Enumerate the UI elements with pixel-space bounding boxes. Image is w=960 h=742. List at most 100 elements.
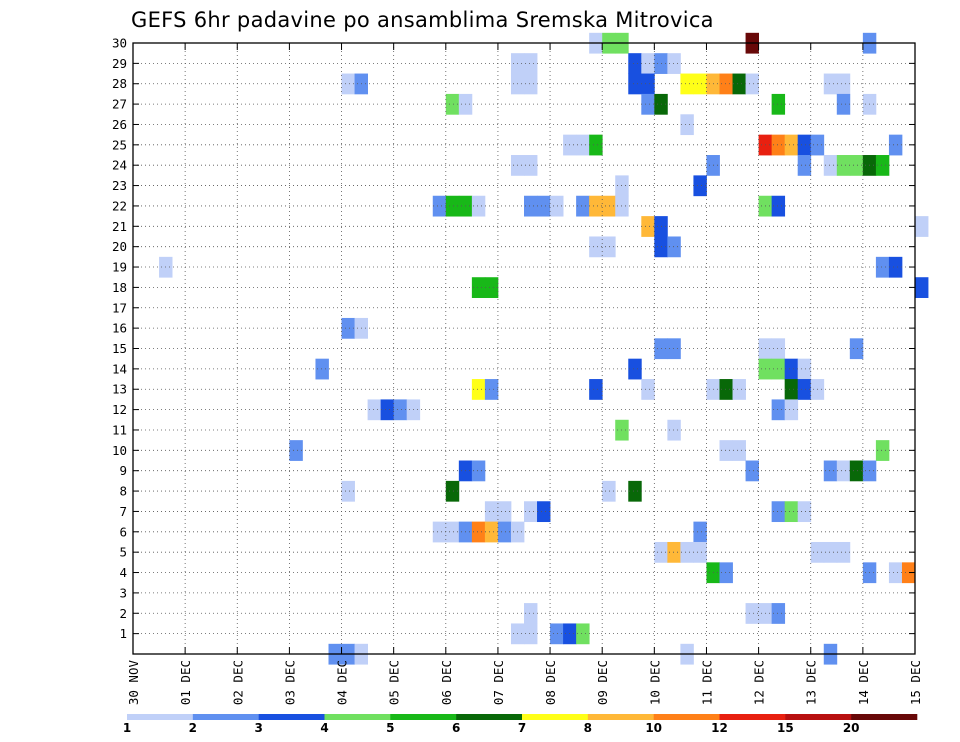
heatmap-cell xyxy=(524,195,538,217)
y-tick-label: 24 xyxy=(112,158,127,173)
colorbar-label: 7 xyxy=(518,721,526,735)
heatmap-cell xyxy=(380,399,395,421)
heatmap-cell xyxy=(471,277,486,298)
heatmap-cells xyxy=(159,32,929,665)
heatmap-cell xyxy=(719,379,733,400)
heatmap-cell xyxy=(693,521,707,543)
heatmap-cell xyxy=(732,73,746,95)
heatmap-cell xyxy=(849,460,864,482)
heatmap-cell xyxy=(524,623,538,645)
y-tick-label: 16 xyxy=(112,321,127,336)
x-tick-label: 07 DEC xyxy=(491,660,506,705)
heatmap-cell xyxy=(484,521,499,543)
heatmap-cell xyxy=(602,480,616,502)
heatmap-cell xyxy=(589,236,603,258)
heatmap-cell xyxy=(484,277,499,298)
heatmap-cell xyxy=(628,53,642,74)
heatmap-cell xyxy=(667,419,681,441)
heatmap-cell xyxy=(341,73,355,95)
y-tick-label: 10 xyxy=(112,443,127,458)
heatmap-cell xyxy=(771,399,786,421)
y-tick-label: 20 xyxy=(112,239,127,254)
x-tick-label: 12 DEC xyxy=(752,660,767,705)
heatmap-cell xyxy=(393,399,408,421)
y-tick-label: 18 xyxy=(112,280,127,295)
heatmap-cell xyxy=(823,155,838,176)
x-tick-label: 11 DEC xyxy=(699,660,714,705)
colorbar-label: 5 xyxy=(386,721,394,735)
heatmap-cell xyxy=(524,73,538,95)
heatmap-cell xyxy=(875,440,890,461)
heatmap-cell xyxy=(849,155,864,176)
heatmap-cell xyxy=(550,623,564,645)
heatmap-cell xyxy=(693,175,707,197)
heatmap-cell xyxy=(471,521,486,543)
heatmap-cell xyxy=(719,562,733,584)
colorbar-swatch xyxy=(258,714,325,720)
heatmap-cell xyxy=(641,53,655,74)
heatmap-cell xyxy=(524,501,538,523)
heatmap-cell xyxy=(471,379,486,400)
y-tick-label: 14 xyxy=(112,361,127,376)
colorbar-swatch xyxy=(192,714,259,720)
heatmap-cell xyxy=(667,541,681,563)
heatmap-cell xyxy=(823,541,838,563)
heatmap-cell xyxy=(719,73,733,95)
heatmap-cell xyxy=(732,440,746,461)
colorbar-swatch xyxy=(851,714,918,720)
heatmap-cell xyxy=(875,256,890,278)
y-tick-label: 8 xyxy=(119,484,127,499)
heatmap-cell xyxy=(602,236,616,258)
y-tick-label: 22 xyxy=(112,198,127,213)
heatmap-cell xyxy=(771,195,786,217)
x-tick-label: 10 DEC xyxy=(647,660,662,705)
colorbar-label: 2 xyxy=(189,721,197,735)
heatmap-cell xyxy=(341,317,355,339)
heatmap-cell xyxy=(836,541,851,563)
heatmap-cell xyxy=(784,501,799,523)
colorbar-label: 20 xyxy=(843,721,860,735)
heatmap-cell xyxy=(484,379,499,400)
heatmap-cell xyxy=(888,256,903,278)
heatmap-cell xyxy=(823,73,838,95)
x-tick-label: 08 DEC xyxy=(543,660,558,705)
colorbar-label: 4 xyxy=(320,721,328,735)
heatmap-cell xyxy=(589,379,603,400)
heatmap-cell xyxy=(628,358,642,380)
y-tick-label: 25 xyxy=(112,137,127,152)
heatmap-cell xyxy=(745,460,759,482)
y-tick-label: 1 xyxy=(119,626,127,641)
heatmap-cell xyxy=(836,73,851,95)
heatmap-cell xyxy=(745,73,759,95)
colorbar: 1 2 3 4 5 6 7 8 10 12 15 20 xyxy=(123,714,918,735)
heatmap-cell xyxy=(719,440,733,461)
heatmap-cell xyxy=(524,603,538,624)
y-tick-label: 9 xyxy=(119,463,127,478)
heatmap-cell xyxy=(797,379,812,400)
colorbar-swatch xyxy=(456,714,523,720)
heatmap-cell xyxy=(576,195,590,217)
y-tick-label: 29 xyxy=(112,56,127,71)
heatmap-cell xyxy=(771,603,786,624)
heatmap-cell xyxy=(537,501,551,523)
heatmap-cell xyxy=(667,338,681,360)
x-tick-label: 13 DEC xyxy=(804,660,819,705)
y-tick-label: 13 xyxy=(112,382,127,397)
heatmap-cell xyxy=(849,338,864,360)
heatmap-cell xyxy=(315,358,329,380)
colorbar-label: 1 xyxy=(123,721,131,735)
heatmap-cell xyxy=(901,562,916,584)
y-tick-labels: 1234567891011121314151617181920212223242… xyxy=(112,36,127,642)
x-tick-label: 30 NOV xyxy=(126,660,141,706)
heatmap-cell xyxy=(784,379,799,400)
y-tick-label: 30 xyxy=(112,36,127,51)
y-tick-label: 11 xyxy=(112,422,127,437)
y-tick-label: 26 xyxy=(112,117,127,132)
y-tick-label: 17 xyxy=(112,300,127,315)
heatmap-cell xyxy=(784,399,799,421)
heatmap-cell xyxy=(471,195,486,217)
x-tick-label: 05 DEC xyxy=(387,660,402,705)
heatmap-cell xyxy=(784,358,799,380)
heatmap-cell xyxy=(771,134,786,156)
y-tick-label: 12 xyxy=(112,402,127,417)
